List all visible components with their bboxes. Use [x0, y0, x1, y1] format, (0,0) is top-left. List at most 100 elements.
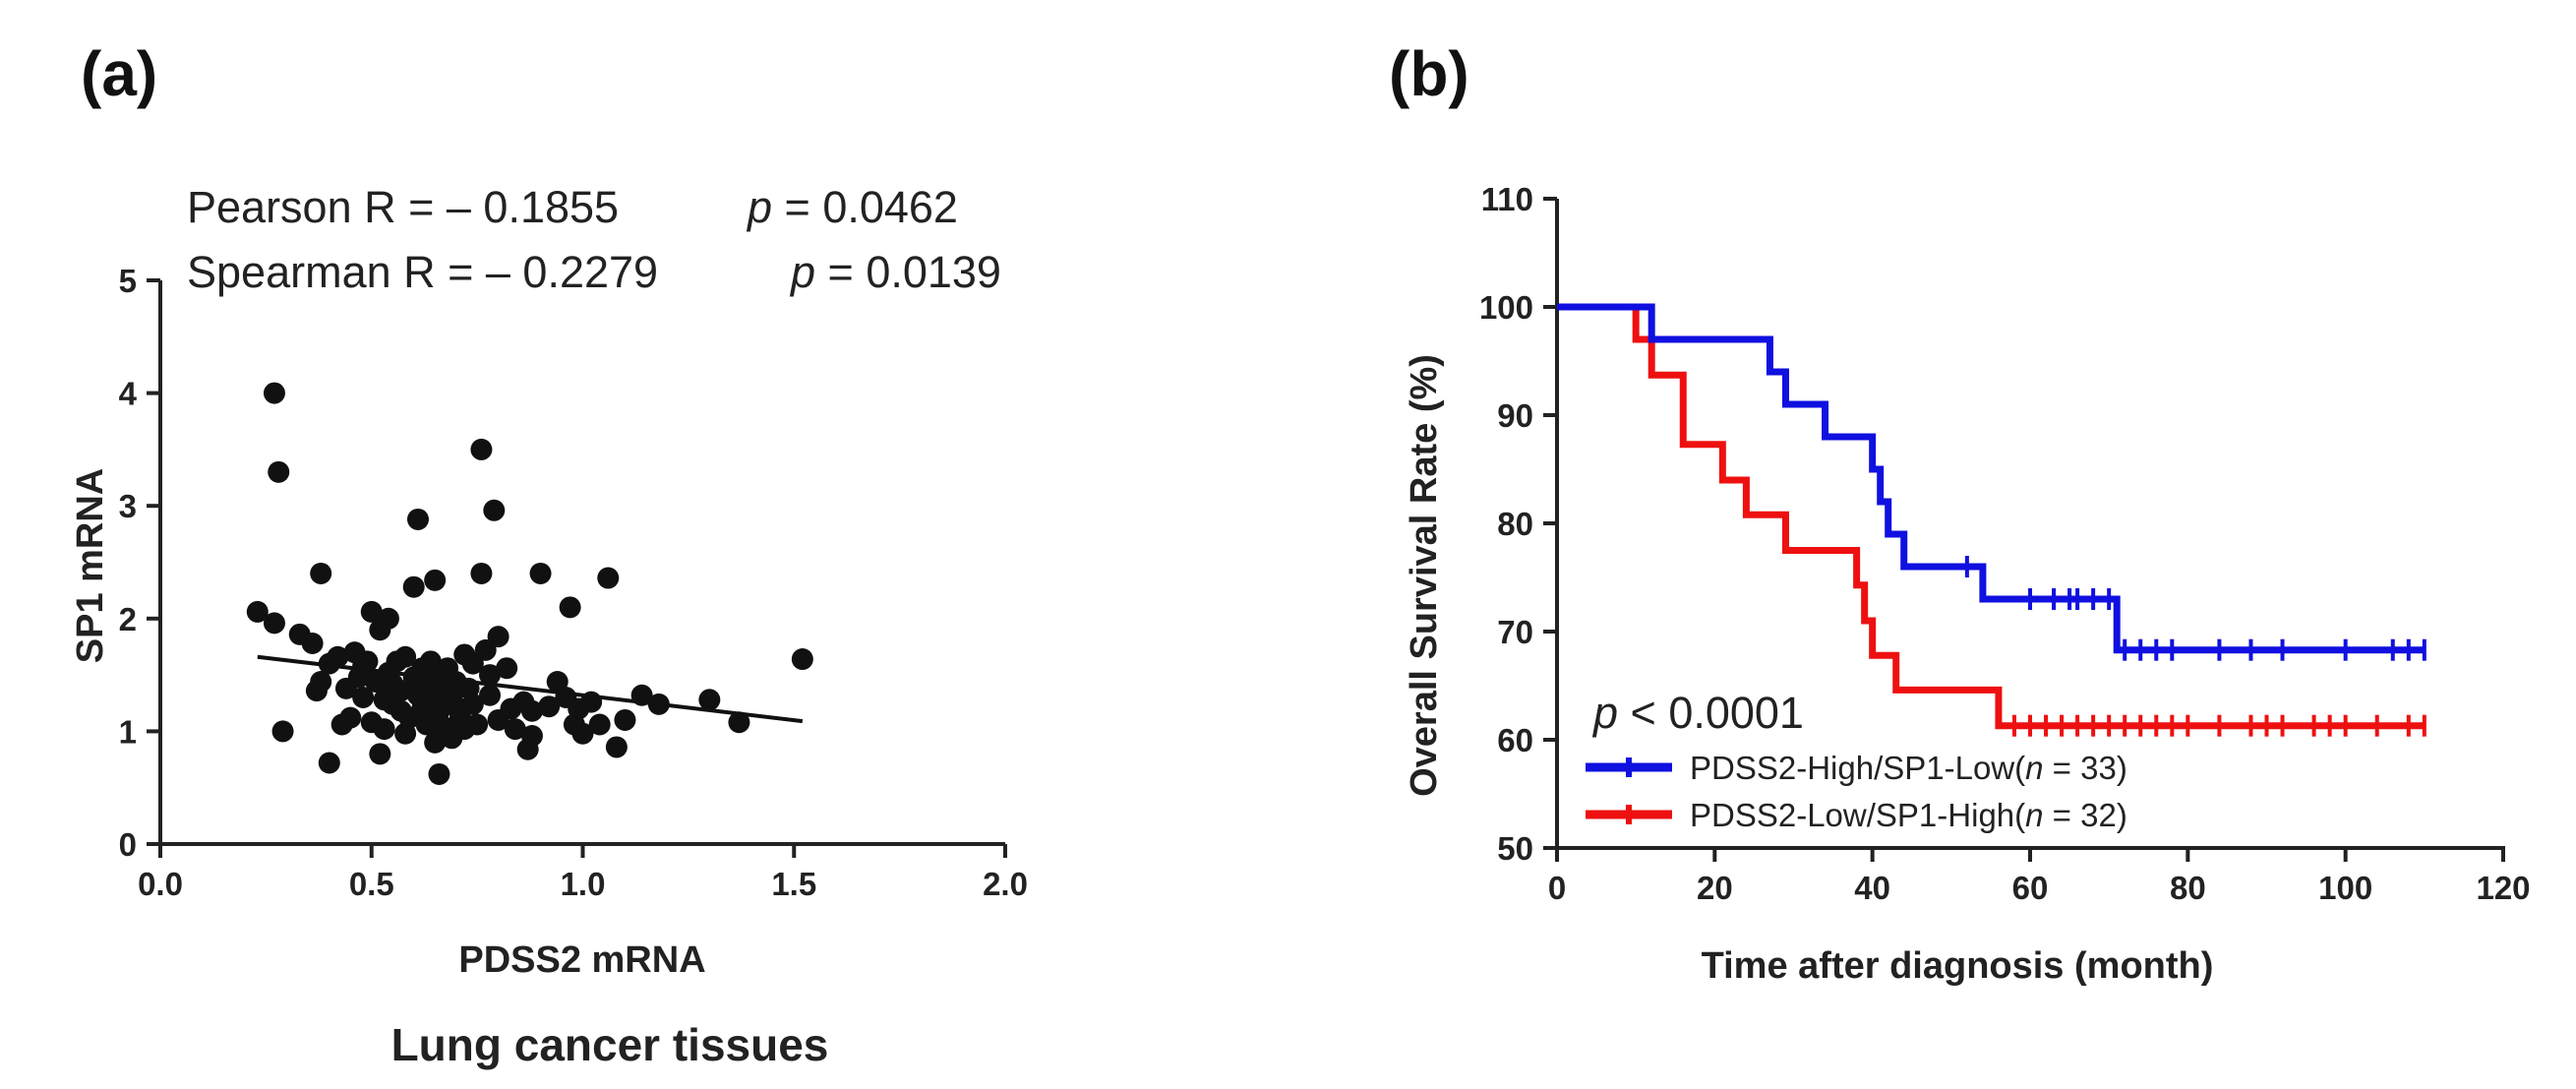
scatter-point: [424, 569, 447, 591]
scatter-x-tick-label: 1.5: [771, 866, 816, 902]
scatter-point: [483, 499, 506, 521]
scatter-point: [263, 612, 285, 635]
scatter-point: [263, 382, 285, 404]
legend-high-n-symbol: n: [2025, 750, 2043, 786]
scatter-x-tick-label: 0.0: [138, 866, 183, 902]
scatter-y-tick-label: 2: [119, 601, 137, 637]
km-ylabel: Overall Survival Rate (%): [1404, 354, 1445, 797]
scatter-point: [373, 718, 395, 741]
panel-b-label: (b): [1389, 38, 1469, 109]
scatter-y-tick-label: 1: [119, 713, 137, 750]
scatter-point: [428, 762, 450, 785]
scatter-point: [356, 650, 379, 673]
scatter-point: [310, 670, 332, 693]
km-x-tick-label: 80: [2170, 870, 2206, 906]
scatter-point: [496, 657, 518, 680]
scatter-point: [538, 696, 561, 718]
km-y-tick-label: 60: [1497, 722, 1533, 758]
scatter-xlabel: PDSS2 mRNA: [458, 939, 705, 981]
scatter-x-tick-label: 1.0: [561, 866, 606, 902]
scatter-point: [406, 508, 429, 530]
km-y-tick-label: 50: [1497, 830, 1533, 867]
km-x-tick-label: 0: [1548, 870, 1566, 906]
scatter-y-tick-label: 3: [119, 488, 137, 524]
scatter-y-tick-label: 5: [119, 263, 137, 299]
km-x-tick-label: 100: [2318, 870, 2372, 906]
regression-line: [257, 654, 804, 724]
legend-low-name: PDSS2-Low/SP1-High(: [1690, 797, 2025, 833]
scatter-point: [520, 699, 543, 722]
scatter-point: [461, 652, 484, 675]
km-legend: PDSS2-High/SP1-Low(n = 33) PDSS2-Low/SP1…: [1586, 750, 2127, 833]
scatter-point: [588, 713, 611, 736]
scatter-point: [419, 650, 442, 673]
legend-low-n-value: = 32): [2044, 797, 2127, 833]
scatter-point: [728, 711, 750, 734]
km-y-tick-label: 80: [1497, 506, 1533, 542]
scatter-point: [470, 562, 493, 584]
km-x-tick-label: 20: [1697, 870, 1733, 906]
scatter-point: [246, 600, 269, 623]
km-xlabel: Time after diagnosis (month): [1702, 945, 2214, 987]
scatter-point: [559, 596, 581, 619]
scatter-point: [377, 607, 399, 630]
scatter-point: [394, 645, 417, 668]
km-y-tick-label: 100: [1479, 289, 1533, 326]
scatter-point: [339, 706, 362, 729]
scatter-point: [529, 562, 552, 584]
km-p-symbol: p: [1591, 688, 1618, 738]
km-p-annotation: p < 0.0001: [1591, 688, 1804, 738]
scatter-x-tick-label: 0.5: [349, 866, 394, 902]
scatter-point: [318, 752, 340, 774]
km-x-tick-label: 40: [1854, 870, 1890, 906]
scatter-point: [389, 680, 412, 702]
pearson-r-text: Pearson R = – 0.1855: [187, 182, 619, 232]
scatter-point: [369, 743, 391, 765]
spearman-stat: Spearman R = – 0.2279 p = 0.0139: [187, 247, 1001, 297]
scatter-point: [461, 693, 484, 715]
km-p-value: < 0.0001: [1618, 688, 1804, 738]
scatter-point: [466, 713, 489, 736]
pearson-p-value: = 0.0462: [772, 182, 958, 232]
scatter-caption: Lung cancer tissues: [391, 1019, 829, 1070]
scatter-y-tick-label: 4: [119, 376, 138, 412]
spearman-r-text: Spearman R = – 0.2279: [187, 247, 658, 297]
scatter-point: [487, 626, 509, 648]
scatter-point: [479, 664, 502, 687]
scatter-point: [415, 713, 438, 736]
scatter-x-tick-label: 2.0: [983, 866, 1028, 902]
scatter-point: [504, 718, 526, 741]
scatter-point: [271, 720, 294, 743]
scatter-point: [268, 460, 290, 483]
scatter-point: [571, 722, 594, 745]
scatter-point: [698, 689, 721, 711]
legend-high-name: PDSS2-High/SP1-Low(: [1690, 750, 2025, 786]
km-x-tick-label: 60: [2012, 870, 2049, 906]
spearman-p-value: = 0.0139: [815, 247, 1001, 297]
scatter-point: [614, 708, 636, 731]
legend-label-high: PDSS2-High/SP1-Low(n = 33): [1690, 750, 2127, 786]
scatter-point: [360, 600, 383, 623]
scatter-point: [605, 736, 628, 758]
legend-label-low: PDSS2-Low/SP1-High(n = 32): [1690, 797, 2127, 833]
scatter-point: [479, 684, 502, 706]
km-curve-low: [1557, 303, 2425, 730]
scatter-ylabel: SP1 mRNA: [70, 468, 111, 664]
scatter-point: [402, 575, 425, 598]
scatter-point: [520, 724, 543, 747]
scatter-y-tick-label: 0: [119, 826, 137, 863]
km-curve-high: [1557, 303, 2425, 654]
scatter-point: [470, 438, 493, 460]
km-y-tick-label: 70: [1497, 614, 1533, 650]
scatter-point: [327, 645, 349, 668]
legend-low-n-symbol: n: [2025, 797, 2043, 833]
scatter-point: [597, 567, 620, 589]
pearson-p-symbol: p: [746, 182, 772, 232]
scatter-point: [352, 687, 375, 709]
spearman-p-symbol: p: [789, 247, 815, 297]
pearson-stat: Pearson R = – 0.1855 p = 0.0462: [187, 182, 958, 232]
scatter-point: [310, 562, 332, 584]
scatter-point: [791, 648, 813, 671]
km-y-tick-label: 90: [1497, 397, 1533, 434]
